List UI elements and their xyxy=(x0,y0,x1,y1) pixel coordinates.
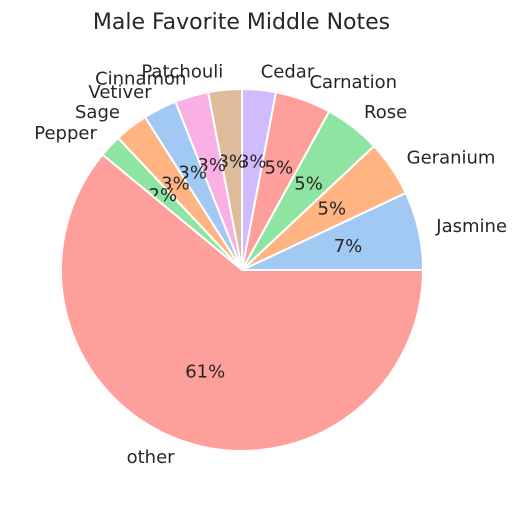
slice-label-geranium: Geranium xyxy=(407,148,496,169)
slice-label-cedar: Cedar xyxy=(261,61,315,82)
slice-label-rose: Rose xyxy=(364,102,407,123)
slice-label-patchouli: Patchouli xyxy=(141,61,223,82)
pct-label-geranium: 5% xyxy=(318,198,347,219)
pct-label-rose: 5% xyxy=(294,174,323,195)
pie-slice-other xyxy=(60,153,424,452)
slice-label-other: other xyxy=(127,447,176,468)
pct-label-sage: 3% xyxy=(161,174,190,195)
pct-label-patchouli: 3% xyxy=(217,151,246,172)
pct-label-other: 61% xyxy=(185,362,225,383)
slice-label-carnation: Carnation xyxy=(309,72,397,93)
slice-label-cinnamon: Cinnamon xyxy=(95,68,186,89)
chart-title: Male Favorite Middle Notes xyxy=(92,10,391,35)
pct-label-cinnamon: 3% xyxy=(197,155,226,176)
pct-label-jasmine: 7% xyxy=(334,236,363,257)
slice-label-jasmine: Jasmine xyxy=(435,216,507,237)
slice-label-vetiver: Vetiver xyxy=(88,82,152,103)
pct-label-cedar: 3% xyxy=(238,151,267,172)
slice-label-pepper: Pepper xyxy=(34,123,97,144)
slice-label-sage: Sage xyxy=(75,102,120,123)
pct-label-vetiver: 3% xyxy=(178,163,207,184)
pct-label-carnation: 5% xyxy=(265,157,294,178)
